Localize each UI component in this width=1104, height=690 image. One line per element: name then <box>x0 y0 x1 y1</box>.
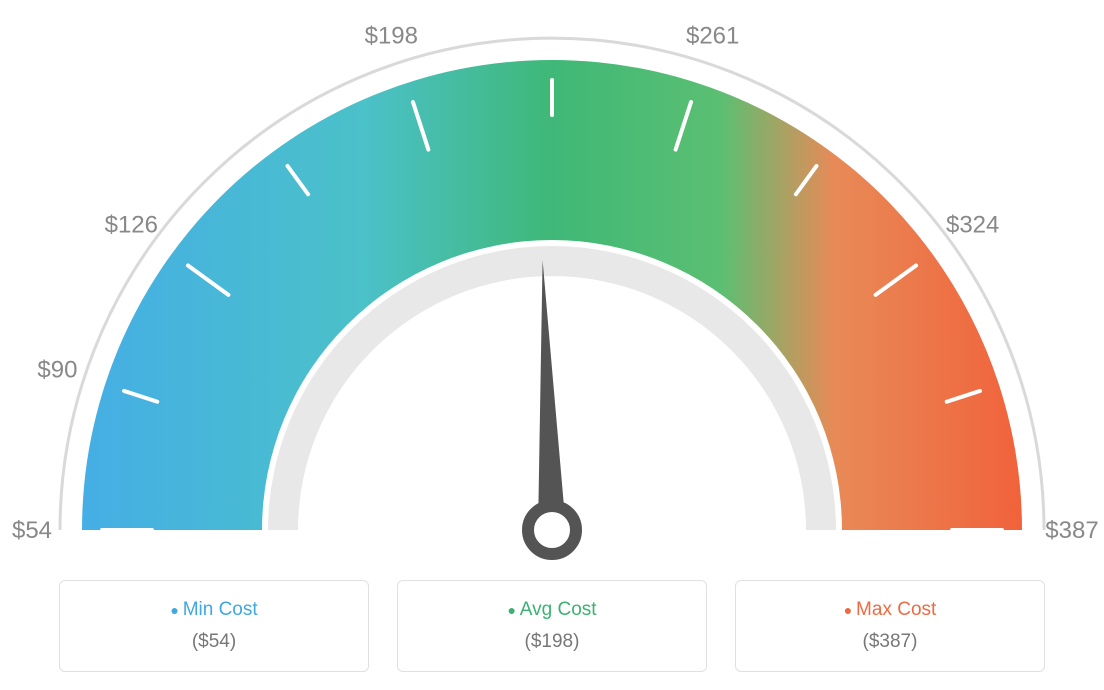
legend-min-value: ($54) <box>70 631 358 653</box>
legend-card-max: Max Cost ($387) <box>735 580 1045 672</box>
gauge-tick-label: $324 <box>946 211 999 238</box>
legend-avg-label: Avg Cost <box>408 599 696 621</box>
legend-row: Min Cost ($54) Avg Cost ($198) Max Cost … <box>0 580 1104 672</box>
legend-max-value: ($387) <box>746 631 1034 653</box>
gauge-needle-hub <box>528 506 576 554</box>
gauge-tick-label: $198 <box>365 22 418 49</box>
gauge-tick-label: $387 <box>1045 517 1098 544</box>
gauge-tick-label: $126 <box>105 211 158 238</box>
gauge-tick-label: $90 <box>37 356 77 383</box>
gauge-needle <box>538 260 566 530</box>
legend-min-label: Min Cost <box>70 599 358 621</box>
gauge-tick-label: $54 <box>12 517 52 544</box>
gauge-chart: $54 $90 $126 $198 $261 $324 $387 <box>0 0 1104 560</box>
gauge-tick-label: $261 <box>686 22 739 49</box>
legend-avg-value: ($198) <box>408 631 696 653</box>
legend-card-avg: Avg Cost ($198) <box>397 580 707 672</box>
legend-max-label: Max Cost <box>746 599 1034 621</box>
legend-card-min: Min Cost ($54) <box>59 580 369 672</box>
gauge-svg: $54 $90 $126 $198 $261 $324 $387 <box>0 0 1104 560</box>
